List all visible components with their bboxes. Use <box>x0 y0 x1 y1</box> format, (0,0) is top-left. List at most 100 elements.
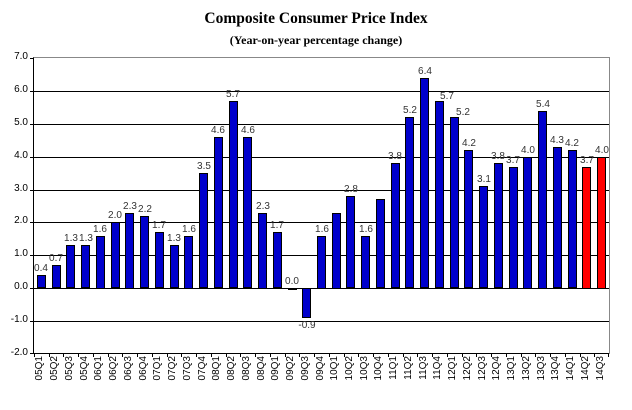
x-axis-tick-12 <box>211 354 212 357</box>
bar-13Q4 <box>553 147 562 288</box>
x-axis-label-13Q2: 13Q2 <box>521 356 532 381</box>
x-axis-tick-5 <box>108 354 109 357</box>
bar-label-11Q3: 6.4 <box>418 66 432 77</box>
x-axis-tick-18 <box>299 354 300 357</box>
x-axis-tick-13 <box>226 354 227 357</box>
bar-label-06Q1: 1.6 <box>93 224 107 235</box>
x-axis-tick-2 <box>63 354 64 357</box>
x-axis-tick-37 <box>580 354 581 357</box>
gridline-2 <box>34 222 609 223</box>
bar-12Q3 <box>479 186 488 288</box>
bar-06Q4 <box>140 216 149 288</box>
x-axis-label-08Q3: 08Q3 <box>241 356 252 381</box>
y-axis-tick-5.0 <box>30 124 34 125</box>
bar-09Q1 <box>273 232 282 288</box>
bar-label-07Q2: 1.3 <box>167 233 181 244</box>
bar-06Q2 <box>111 222 120 288</box>
bar-label-09Q2: 0.0 <box>285 276 299 287</box>
bar-label-08Q4: 2.3 <box>256 201 270 212</box>
chart-title: Composite Consumer Price Index <box>204 10 428 27</box>
x-axis-tick-23 <box>373 354 374 357</box>
bar-11Q2 <box>405 117 414 288</box>
bar-10Q3 <box>361 236 370 289</box>
bar-06Q1 <box>96 236 105 289</box>
bar-label-05Q4: 1.3 <box>79 233 93 244</box>
x-axis-label-11Q4: 11Q4 <box>432 356 443 380</box>
bar-label-14Q1: 4.2 <box>565 138 579 149</box>
bar-label-11Q4: 5.7 <box>440 91 454 102</box>
bar-label-12Q3: 3.1 <box>477 174 491 185</box>
bar-08Q4 <box>258 213 267 289</box>
x-axis-label-12Q2: 12Q2 <box>462 356 473 381</box>
bar-13Q2 <box>523 157 532 289</box>
x-axis-tick-4 <box>93 354 94 357</box>
y-axis-label-0.0: 0.0 <box>14 281 28 292</box>
y-axis-tick--2.0 <box>30 353 34 354</box>
bar-08Q2 <box>229 101 238 288</box>
x-axis-label-13Q3: 13Q3 <box>536 356 547 381</box>
bar-label-05Q2: 0.7 <box>49 253 63 264</box>
bar-label-05Q1: 0.4 <box>34 263 48 274</box>
y-axis-tick-2.0 <box>30 222 34 223</box>
bar-08Q3 <box>243 137 252 288</box>
bar-12Q4 <box>494 163 503 288</box>
x-axis-tick-26 <box>417 354 418 357</box>
plot-area: 0.4 0.7 1.3 1.3 1.6 2.0 2.3 2.2 1.7 1.3 1.6 3.5 4.6 5… <box>30 57 610 357</box>
bar-12Q1 <box>450 117 459 288</box>
x-axis-label-10Q1: 10Q1 <box>329 356 340 381</box>
x-axis-tick-10 <box>181 354 182 357</box>
x-axis-label-11Q1: 11Q1 <box>388 356 399 380</box>
x-axis-label-09Q2: 09Q2 <box>285 356 296 381</box>
x-axis-label-14Q2: 14Q2 <box>580 356 591 381</box>
x-axis-label-05Q2: 05Q2 <box>49 356 60 381</box>
bar-label-09Q4: 1.6 <box>315 224 329 235</box>
x-axis-tick-9 <box>167 354 168 357</box>
gridline-5 <box>34 124 609 125</box>
bar-label-12Q1: 5.2 <box>456 107 470 118</box>
bar-label-13Q3: 5.4 <box>536 99 550 110</box>
x-axis-label-14Q1: 14Q1 <box>565 356 576 381</box>
x-axis-label-07Q3: 07Q3 <box>182 356 193 381</box>
x-axis-label-09Q1: 09Q1 <box>270 356 281 381</box>
gridline--1 <box>34 321 609 322</box>
x-axis-label-08Q2: 08Q2 <box>226 356 237 381</box>
x-axis-label-11Q3: 11Q3 <box>418 356 429 380</box>
bar-13Q1 <box>509 167 518 289</box>
bar-11Q3 <box>420 78 429 288</box>
bar-label-06Q4: 2.2 <box>138 204 152 215</box>
bar-10Q2 <box>346 196 355 288</box>
x-axis-label-09Q3: 09Q3 <box>300 356 311 381</box>
bar-label-11Q1: 3.8 <box>388 151 402 162</box>
bar-label-12Q4: 3.8 <box>491 151 505 162</box>
x-axis-label-05Q3: 05Q3 <box>64 356 75 381</box>
bar-05Q4 <box>81 245 90 288</box>
y-axis-label-5.0: 5.0 <box>14 117 28 128</box>
bar-label-10Q3: 1.6 <box>359 224 373 235</box>
bar-label-07Q1: 1.7 <box>152 220 166 231</box>
x-axis-label-13Q1: 13Q1 <box>506 356 517 381</box>
bar-label-13Q2: 4.0 <box>521 145 535 156</box>
x-axis-tick-35 <box>550 354 551 357</box>
gridline-bottom <box>34 353 609 354</box>
bar-label-08Q1: 4.6 <box>211 125 225 136</box>
x-axis-label-12Q1: 12Q1 <box>447 356 458 381</box>
bar-label-10Q2: 2.8 <box>344 184 358 195</box>
x-axis-label-12Q4: 12Q4 <box>491 356 502 381</box>
y-axis-label-2.0: 2.0 <box>14 215 28 226</box>
x-axis-tick-0 <box>34 354 35 357</box>
gridline-6 <box>34 91 609 92</box>
x-axis-tick-22 <box>358 354 359 357</box>
x-axis-tick-36 <box>565 354 566 357</box>
x-axis-tick-21 <box>344 354 345 357</box>
bar-09Q2 <box>288 288 297 290</box>
bar-14Q2 <box>582 167 591 289</box>
x-axis-tick-38 <box>594 354 595 357</box>
gridline-4 <box>34 157 609 158</box>
bar-label-08Q2: 5.7 <box>226 89 240 100</box>
x-axis-label-06Q2: 06Q2 <box>108 356 119 381</box>
y-axis-label-6.0: 6.0 <box>14 84 28 95</box>
x-axis-label-07Q4: 07Q4 <box>197 356 208 381</box>
bar-05Q1 <box>37 275 46 288</box>
bar-14Q1 <box>568 150 577 288</box>
x-axis-tick-31 <box>491 354 492 357</box>
